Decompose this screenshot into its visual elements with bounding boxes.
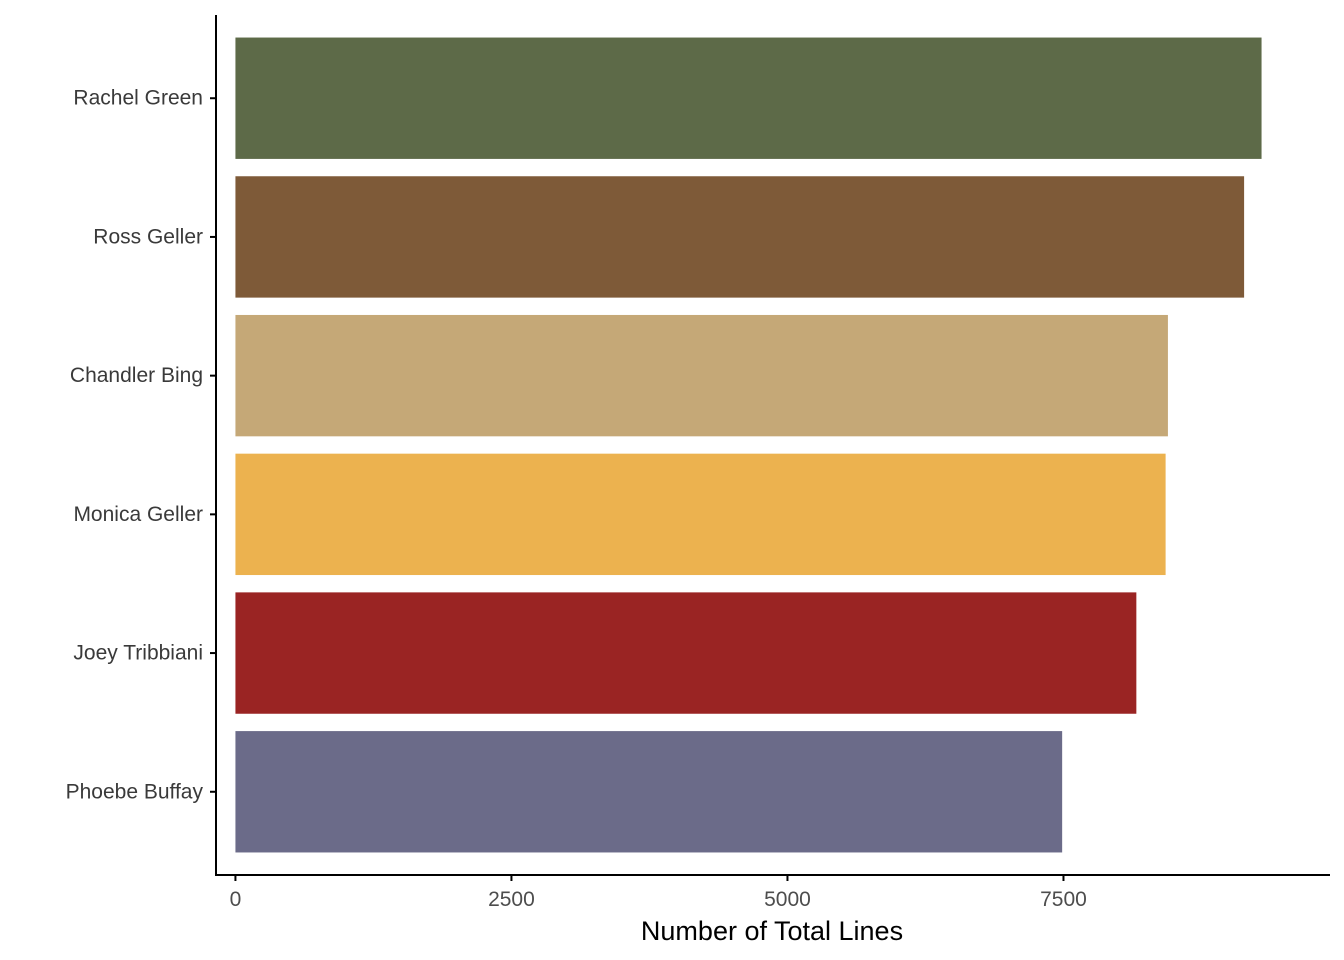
bar-joey-tribbiani [235,592,1137,714]
y-tick-label: Monica Geller [73,503,203,526]
bars [235,37,1262,853]
x-tick-label: 5000 [764,888,811,911]
y-tick-label: Phoebe Buffay [66,780,204,803]
y-tick-label: Rachel Green [73,87,203,110]
bar-monica-geller [235,453,1166,576]
x-tick-label: 7500 [1040,888,1087,911]
bar-phoebe-buffay [235,731,1063,853]
x-tick-label: 2500 [488,888,535,911]
bar-rachel-green [235,37,1262,159]
axes [210,15,1330,881]
tick-labels: Rachel Green Ross Geller Chandler Bing Moni… [66,87,1087,911]
bar-ross-geller [235,176,1245,298]
x-tick-label: 0 [230,888,242,911]
bar-chandler-bing [235,314,1168,437]
y-tick-label: Chandler Bing [70,364,203,387]
y-tick-label: Joey Tribbiani [73,642,203,665]
x-axis-title: Number of Total Lines [641,916,903,946]
y-tick-label: Ross Geller [93,225,203,248]
